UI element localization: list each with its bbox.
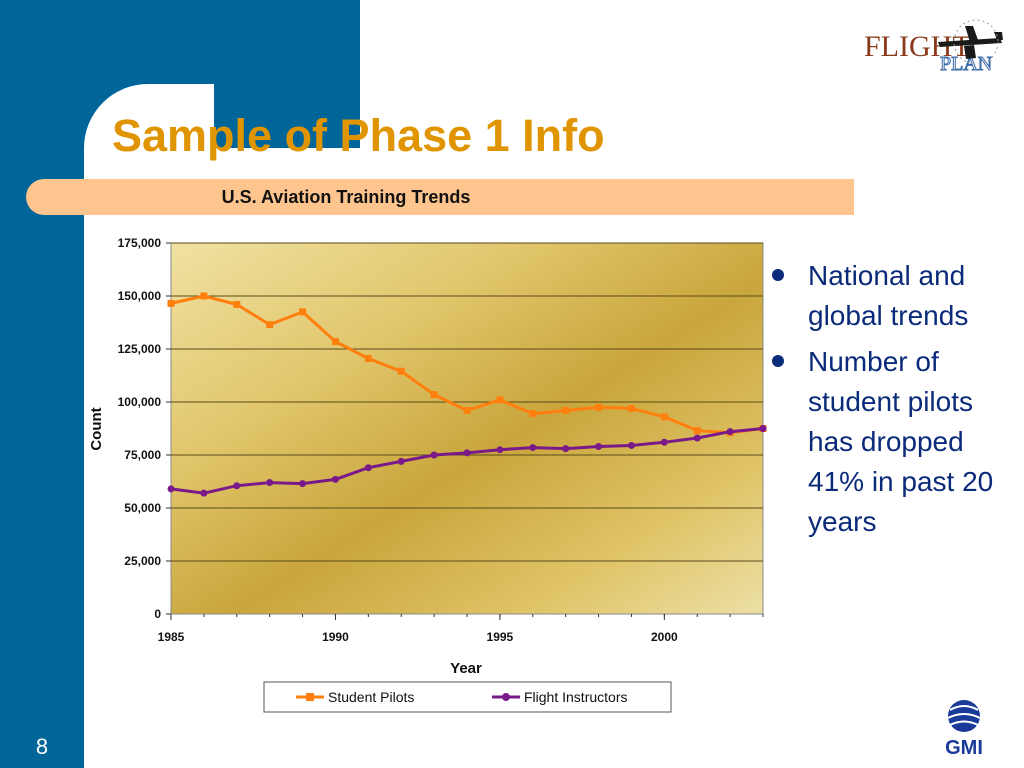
- flight-instructors-point: [167, 485, 175, 493]
- flight-instructors-point: [397, 457, 405, 465]
- plot-area: [170, 242, 764, 615]
- slide-title: Sample of Phase 1 Info: [112, 110, 605, 161]
- bullet-item: National and global trends: [772, 256, 1018, 336]
- bullet-dot-icon: [772, 269, 784, 281]
- flight-instructors-point: [233, 482, 241, 490]
- y-tick-label: 100,000: [118, 395, 162, 409]
- flight-plan-logo: FLIGHT PLAN: [864, 19, 1003, 74]
- gmi-logo-text: GMI: [945, 737, 983, 759]
- student-pilots-point: [331, 338, 339, 346]
- flight-instructors-point: [496, 446, 504, 454]
- flight-instructors-point: [660, 438, 668, 446]
- y-tick-label: 25,000: [124, 554, 161, 568]
- airplane-icon: [938, 26, 1003, 59]
- student-pilots-point: [266, 321, 274, 329]
- student-pilots-point: [463, 406, 471, 414]
- flight-instructors-point: [627, 441, 635, 449]
- student-pilots-point: [693, 427, 701, 435]
- student-pilots-point: [529, 410, 537, 418]
- flight-instructors-point: [299, 480, 307, 488]
- y-axis-label: Count: [88, 407, 105, 450]
- chart-legend: Student Pilots Flight Instructors: [263, 681, 672, 713]
- globe-icon: [947, 700, 981, 732]
- legend-flight-instructors: Flight Instructors: [524, 689, 627, 705]
- student-pilots-point: [299, 308, 307, 316]
- x-tick-label: 2000: [651, 630, 678, 644]
- flight-instructors-point: [463, 449, 471, 457]
- flight-instructors-point: [693, 434, 701, 442]
- flight-instructors-point: [364, 464, 372, 472]
- y-tick-label: 0: [154, 607, 161, 621]
- student-pilots-point: [200, 292, 208, 300]
- gmi-logo: GMI: [945, 700, 983, 759]
- x-tick-label: 1995: [487, 630, 514, 644]
- bullet-dot-icon: [772, 355, 784, 367]
- flight-logo-text: FLIGHT: [864, 30, 971, 63]
- student-pilots-point: [364, 355, 372, 363]
- x-axis-label: Year: [450, 660, 482, 677]
- student-pilots-point: [233, 300, 241, 308]
- y-tick-label: 50,000: [124, 501, 161, 515]
- flight-instructors-point: [331, 475, 339, 483]
- student-pilots-point: [496, 396, 504, 404]
- bullet-item: Number of student pilots has dropped 41%…: [772, 342, 1018, 542]
- flight-instructors-point: [529, 444, 537, 452]
- y-tick-label: 175,000: [118, 236, 162, 250]
- y-tick-label: 75,000: [124, 448, 161, 462]
- flight-instructors-point: [595, 443, 603, 451]
- plan-logo-text: PLAN: [940, 53, 992, 74]
- student-pilots-point: [430, 391, 438, 399]
- flight-instructors-point: [726, 428, 734, 436]
- student-pilots-point: [167, 299, 175, 307]
- student-pilots-point: [397, 367, 405, 375]
- y-tick-label: 125,000: [118, 342, 162, 356]
- flight-instructors-point: [430, 451, 438, 459]
- flight-instructors-point: [562, 445, 570, 453]
- slide-number: 8: [35, 734, 49, 759]
- legend-student-pilots: Student Pilots: [328, 689, 414, 705]
- student-pilots-point: [660, 413, 668, 421]
- flight-instructors-point: [759, 425, 767, 432]
- student-pilots-point: [627, 404, 635, 412]
- bullet-text: National and global trends: [808, 260, 969, 331]
- bullet-text: Number of student pilots has dropped 41%…: [808, 346, 994, 537]
- flight-instructors-point: [266, 479, 274, 487]
- chart-title-band: U.S. Aviation Training Trends: [26, 179, 854, 215]
- chart-title: U.S. Aviation Training Trends: [221, 187, 471, 207]
- bullet-list: National and global trends Number of stu…: [772, 256, 1018, 548]
- student-pilots-point: [595, 403, 603, 411]
- y-tick-label: 150,000: [118, 289, 162, 303]
- student-pilots-point: [562, 406, 570, 414]
- x-tick-label: 1990: [322, 630, 349, 644]
- flight-instructors-point: [200, 489, 208, 497]
- x-tick-label: 1985: [158, 630, 185, 644]
